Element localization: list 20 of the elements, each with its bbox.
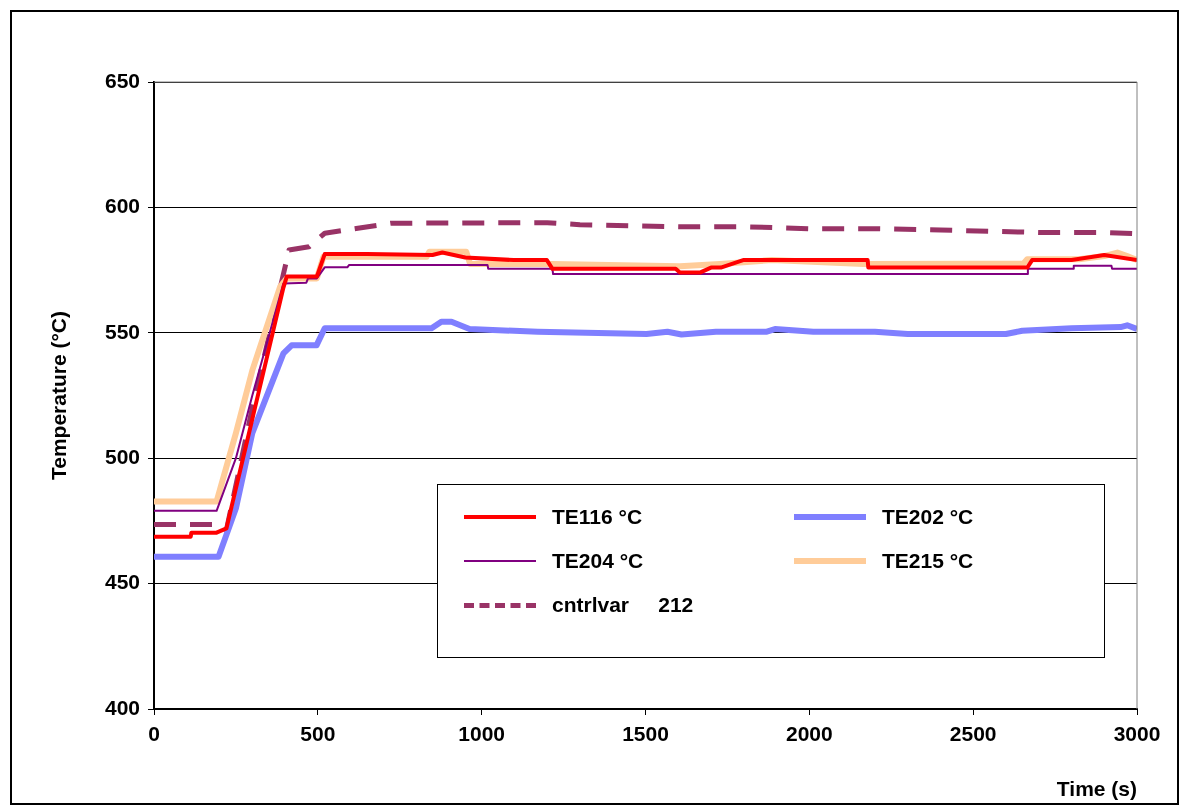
y-tick-label: 400 — [104, 695, 140, 719]
x-tick-label: 1000 — [458, 722, 506, 746]
y-tick-label: 650 — [104, 68, 140, 92]
x-tick-label: 500 — [300, 722, 336, 746]
legend-label: TE202 °C — [882, 505, 974, 529]
legend-label: TE116 °C — [552, 505, 643, 529]
y-axis-title: Temperature (°C) — [47, 310, 71, 481]
x-tick-label: 1500 — [622, 722, 669, 746]
x-tick-label: 2000 — [785, 722, 833, 746]
y-tick-label: 600 — [104, 194, 140, 218]
x-axis-title: Time (s) — [1056, 777, 1137, 801]
legend-label: TE215 °C — [882, 549, 974, 573]
y-tick-label: 450 — [104, 570, 140, 594]
legend-label: TE204 °C — [552, 549, 644, 573]
legend-label: cntrlvar 212 — [552, 593, 694, 617]
y-tick-label: 500 — [104, 445, 140, 468]
x-tick-label: 0 — [148, 722, 160, 746]
y-tick-label: 550 — [104, 319, 140, 343]
x-tick-label: 3000 — [1113, 722, 1161, 746]
x-tick-label: 2500 — [949, 722, 997, 746]
